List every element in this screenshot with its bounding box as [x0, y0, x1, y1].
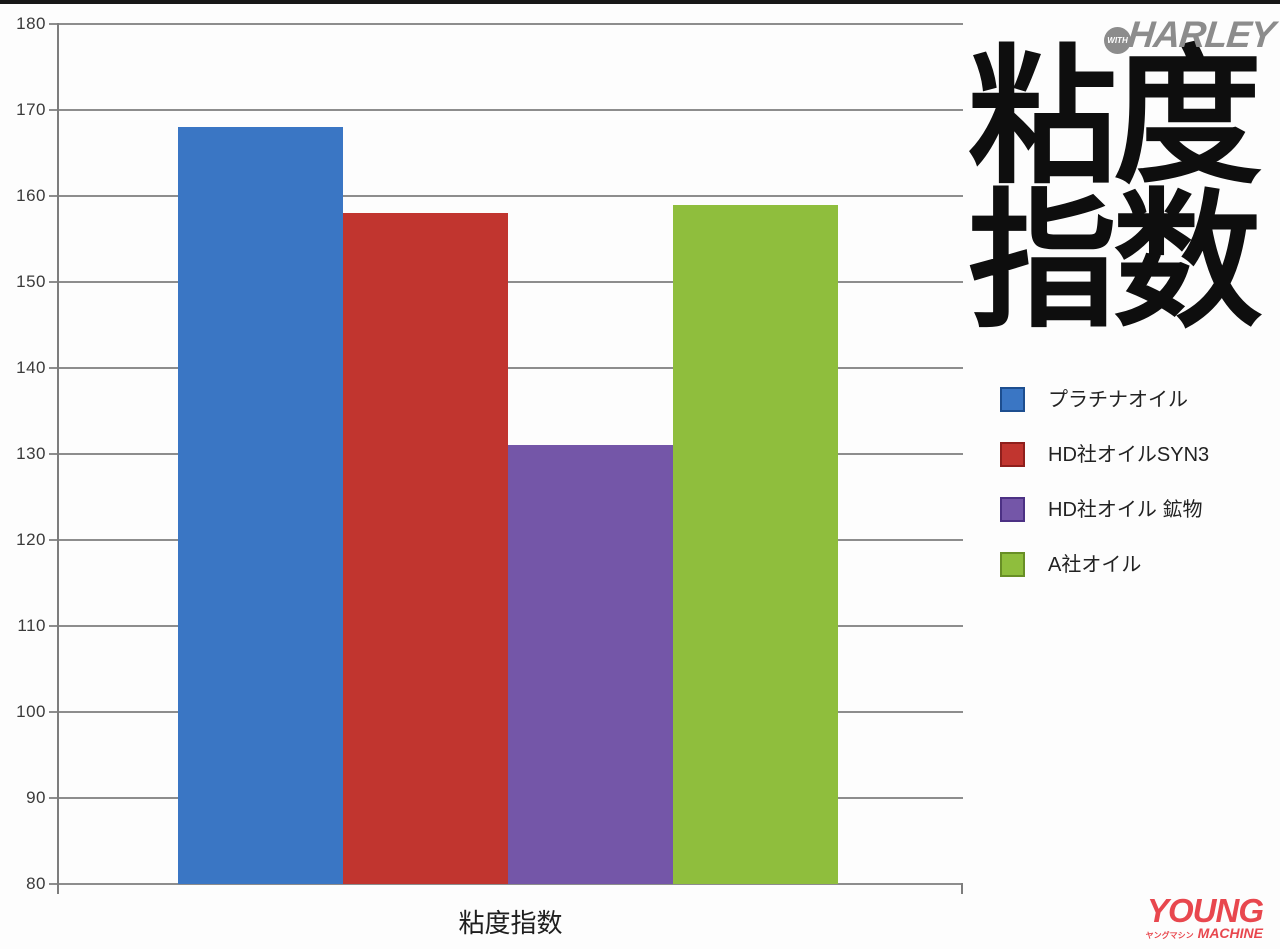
x-axis-title: 粘度指数 — [458, 908, 563, 938]
y-tick-label-120: 120 — [16, 530, 46, 549]
young-wordmark: YOUNG — [1146, 892, 1264, 929]
y-tick-label-90: 90 — [26, 788, 46, 807]
legend-item-hd-oil-syn3: HD社オイルSYN3 — [1000, 442, 1270, 468]
young-machine-subline: ヤングマシン MACHINE — [1146, 925, 1263, 941]
gridline-180 — [49, 23, 963, 25]
y-tick-label-160: 160 — [16, 186, 46, 205]
y-tick-label-100: 100 — [16, 702, 46, 721]
legend-swatch-green — [1000, 552, 1025, 577]
y-tick-label-110: 110 — [17, 616, 46, 635]
harley-wordmark: HARLEY — [1125, 14, 1277, 55]
chart-legend: プラチナオイル HD社オイルSYN3 HD社オイル 鉱物 A社オイル — [1000, 387, 1270, 607]
legend-item-a-company-oil: A社オイル — [1000, 552, 1270, 578]
y-tick-label-130: 130 — [16, 444, 46, 463]
bar-1-プラチナオイル — [178, 127, 343, 884]
young-machine-katakana: ヤングマシン — [1145, 931, 1194, 940]
young-machine-logo: YOUNG ヤングマシン MACHINE — [1146, 892, 1264, 941]
legend-label: A社オイル — [1048, 554, 1142, 576]
bar-3-HD社オイル 鉱物 — [508, 445, 673, 884]
legend-item-platinum-oil: プラチナオイル — [1000, 387, 1270, 413]
gridline-80 — [49, 883, 963, 885]
machine-wordmark: MACHINE — [1197, 925, 1263, 941]
y-axis-line — [57, 23, 59, 894]
page-title: 粘度 指数 — [968, 34, 1278, 345]
legend-label: プラチナオイル — [1048, 389, 1188, 411]
y-tick-label-80: 80 — [26, 874, 46, 893]
y-tick-label-140: 140 — [16, 358, 46, 377]
y-tick-label-180: 180 — [16, 14, 46, 33]
bar-4-A社オイル — [673, 204, 838, 884]
page-title-line1: 粘度 — [968, 34, 1262, 201]
y-tick-label-150: 150 — [16, 272, 46, 291]
bar-2-HD社オイルSYN3 — [343, 213, 508, 884]
legend-label: HD社オイル 鉱物 — [1048, 499, 1203, 521]
legend-item-hd-oil-mineral: HD社オイル 鉱物 — [1000, 497, 1270, 523]
y-tick-label-170: 170 — [16, 100, 46, 119]
gridline-170 — [49, 109, 963, 111]
top-border-strip — [0, 0, 1280, 4]
legend-swatch-red — [1000, 442, 1025, 467]
with-badge-icon: WITH — [1104, 27, 1131, 54]
gridline-160 — [49, 195, 963, 197]
legend-swatch-purple — [1000, 497, 1025, 522]
viscosity-bar-chart: 粘度指数 80 90 100 110 120 130 140 150 160 170 180 — [16, 14, 963, 938]
page-title-line2: 指数 — [968, 178, 1262, 345]
legend-label: HD社オイルSYN3 — [1048, 444, 1210, 466]
legend-swatch-blue — [1000, 387, 1025, 412]
x-axis-end-tick — [961, 883, 963, 894]
